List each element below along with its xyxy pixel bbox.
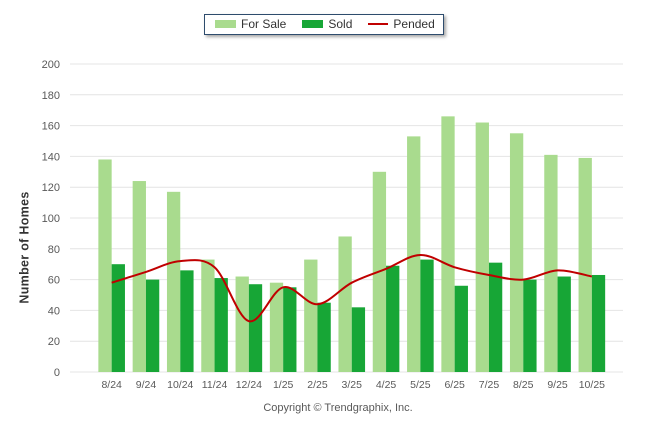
svg-text:4/25: 4/25 <box>376 379 397 391</box>
svg-text:7/25: 7/25 <box>479 379 500 391</box>
svg-text:11/24: 11/24 <box>202 379 228 391</box>
svg-text:80: 80 <box>48 244 60 256</box>
svg-text:120: 120 <box>42 182 60 194</box>
svg-text:8/25: 8/25 <box>513 379 534 391</box>
svg-text:0: 0 <box>54 367 60 379</box>
svg-text:10/24: 10/24 <box>167 379 193 391</box>
svg-text:3/25: 3/25 <box>342 379 363 391</box>
svg-text:1/25: 1/25 <box>273 379 294 391</box>
svg-text:20: 20 <box>48 336 60 348</box>
svg-text:9/25: 9/25 <box>547 379 568 391</box>
svg-text:180: 180 <box>42 90 60 102</box>
svg-text:60: 60 <box>48 275 60 287</box>
svg-text:12/24: 12/24 <box>236 379 262 391</box>
svg-text:6/25: 6/25 <box>444 379 465 391</box>
svg-text:8/24: 8/24 <box>101 379 122 391</box>
svg-text:2/25: 2/25 <box>307 379 328 391</box>
svg-text:140: 140 <box>42 151 60 163</box>
svg-text:10/25: 10/25 <box>579 379 605 391</box>
svg-text:9/24: 9/24 <box>136 379 157 391</box>
svg-text:40: 40 <box>48 305 60 317</box>
svg-text:5/25: 5/25 <box>410 379 431 391</box>
svg-text:160: 160 <box>42 121 60 133</box>
svg-text:100: 100 <box>42 213 60 225</box>
svg-text:200: 200 <box>42 59 60 71</box>
